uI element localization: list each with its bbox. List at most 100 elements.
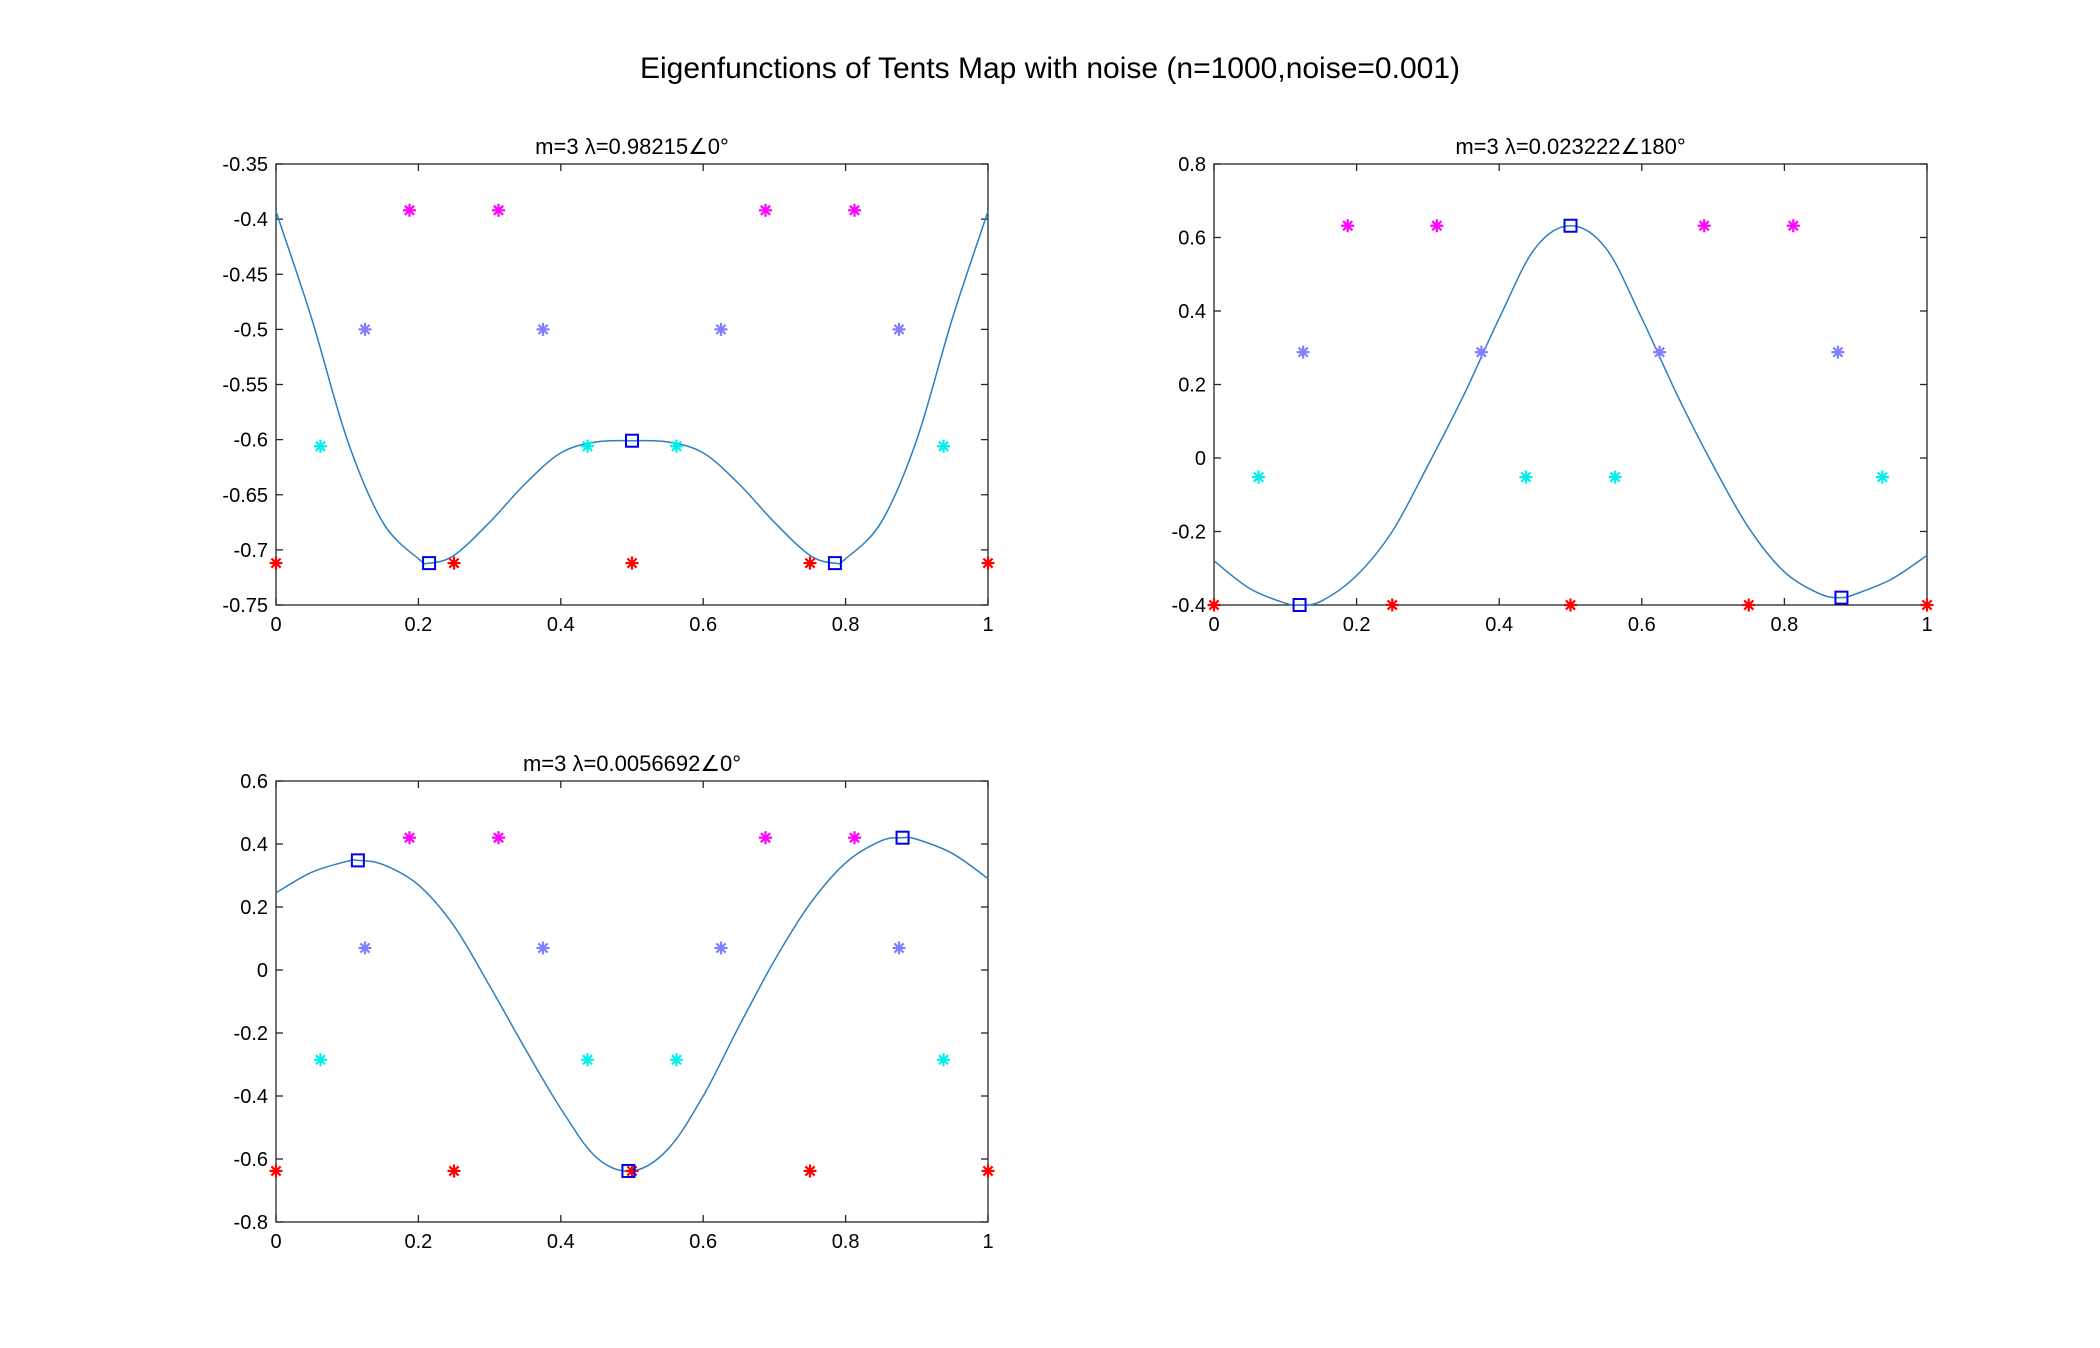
square-marker [1563, 218, 1578, 233]
lightblue-star-marker [1831, 345, 1845, 359]
subplot-title: m=3 λ=0.023222∠180° [1455, 134, 1685, 159]
y-tick-label: -0.2 [234, 1023, 268, 1045]
magenta-star-marker [1341, 219, 1355, 233]
magenta-star-marker [759, 831, 772, 845]
x-tick-label: 0.8 [1770, 614, 1798, 636]
y-tick-label: 0 [257, 960, 268, 982]
red-star-marker [803, 556, 817, 570]
x-tick-label: 0 [270, 1231, 281, 1253]
y-tick-label: 0.4 [240, 834, 268, 856]
y-tick-label: -0.45 [222, 264, 268, 286]
y-tick-label: -0.2 [1172, 522, 1206, 544]
magenta-star-marker [403, 203, 416, 217]
square-marker [422, 556, 437, 571]
magenta-star-marker [848, 831, 861, 845]
red-star-marker [1385, 598, 1399, 612]
x-tick-label: 0.2 [1343, 614, 1371, 636]
x-tick-label: 1 [1921, 614, 1932, 636]
x-tick-label: 0 [270, 614, 281, 636]
y-tick-label: -0.4 [234, 209, 268, 231]
subplot-title: m=3 λ=0.0056692∠0° [523, 751, 741, 776]
red-star-marker [447, 556, 461, 570]
lightblue-star-marker [358, 322, 372, 336]
y-tick-label: -0.8 [234, 1212, 268, 1234]
y-tick-label: -0.5 [234, 319, 268, 341]
magenta-star-marker [759, 203, 772, 217]
cyan-star-marker [670, 1053, 683, 1067]
lightblue-star-marker [536, 941, 550, 955]
x-tick-label: 0.4 [1485, 614, 1513, 636]
subplot-1: m=3 λ=0.98215∠0° 0 0.2 0.4 0.6 0.8 1 -0.35 -0.4 -… [222, 134, 995, 636]
y-tick-label: 0.2 [1178, 375, 1206, 397]
magenta-star-marker [848, 203, 861, 217]
lightblue-star-marker [714, 322, 728, 336]
y-tick-label: -0.55 [222, 375, 268, 397]
red-star-marker [981, 1164, 995, 1178]
y-tick-label: 0.8 [1178, 154, 1206, 176]
y-tick-label: -0.4 [1172, 595, 1206, 617]
square-marker [1292, 598, 1307, 612]
cyan-star-marker [314, 439, 327, 453]
square-marker [895, 830, 910, 845]
lightblue-star-marker [1296, 345, 1310, 359]
y-tick-label: -0.6 [234, 430, 268, 452]
lightblue-star-marker [892, 941, 906, 955]
y-tick-label: -0.7 [234, 540, 268, 562]
lightblue-star-marker [714, 941, 728, 955]
red-star-marker [625, 556, 639, 570]
subplot-2: m=3 λ=0.023222∠180° 0 0.2 0.4 0.6 0.8 1 0.8 0.6 0… [1172, 134, 1934, 636]
cyan-star-marker [581, 1053, 594, 1067]
x-tick-label: 1 [982, 614, 993, 636]
y-tick-label: 0.6 [1178, 228, 1206, 250]
y-tick-label: -0.65 [222, 485, 268, 507]
square-marker [1834, 590, 1849, 605]
eigenfunction-curve [275, 211, 989, 565]
magenta-star-marker [1786, 219, 1800, 233]
cyan-star-marker [314, 1053, 327, 1067]
red-star-marker [1564, 598, 1577, 612]
x-tick-label: 0.4 [547, 1231, 575, 1253]
lightblue-star-marker [536, 322, 550, 336]
y-tick-label: -0.4 [234, 1086, 268, 1108]
lightblue-star-marker [1474, 345, 1488, 359]
cyan-star-marker [937, 1053, 950, 1067]
x-tick-label: 0.6 [689, 614, 717, 636]
magenta-star-marker [403, 831, 416, 845]
magenta-star-marker [1697, 219, 1711, 233]
x-tick-label: 0.6 [1628, 614, 1656, 636]
red-star-marker [625, 1164, 639, 1178]
y-tick-label: 0.6 [240, 771, 268, 793]
square-marker [350, 853, 365, 868]
red-star-marker [981, 556, 995, 570]
cyan-star-marker [1608, 470, 1622, 484]
lightblue-star-marker [1653, 345, 1667, 359]
eigenfunction-curve [1213, 224, 1928, 607]
x-tick-label: 0.8 [832, 614, 860, 636]
red-star-marker [447, 1164, 461, 1178]
axes-box [275, 780, 989, 1223]
x-tick-label: 0.2 [404, 614, 432, 636]
red-star-marker [1742, 598, 1756, 612]
y-tick-label: -0.35 [222, 154, 268, 176]
x-tick-label: 0.6 [689, 1231, 717, 1253]
y-tick-label: -0.75 [222, 595, 268, 617]
lightblue-star-marker [358, 941, 372, 955]
subplot-3: m=3 λ=0.0056692∠0° 0 0.2 0.4 0.6 0.8 1 0.6 0.4 0.… [234, 751, 995, 1253]
axes-box [275, 163, 989, 606]
square-marker [621, 1163, 636, 1178]
square-marker [827, 556, 842, 571]
cyan-star-marker [1875, 470, 1889, 484]
red-star-marker [269, 1164, 283, 1178]
y-tick-label: 0.2 [240, 897, 268, 919]
x-tick-label: 0.2 [404, 1231, 432, 1253]
red-star-marker [269, 556, 283, 570]
cyan-star-marker [581, 439, 594, 453]
x-tick-label: 0 [1208, 614, 1219, 636]
cyan-star-marker [670, 439, 683, 453]
square-marker [625, 433, 639, 448]
magenta-star-marker [1430, 219, 1444, 233]
subplot-title: m=3 λ=0.98215∠0° [535, 134, 729, 159]
red-star-marker [803, 1164, 817, 1178]
x-tick-label: 0.8 [832, 1231, 860, 1253]
